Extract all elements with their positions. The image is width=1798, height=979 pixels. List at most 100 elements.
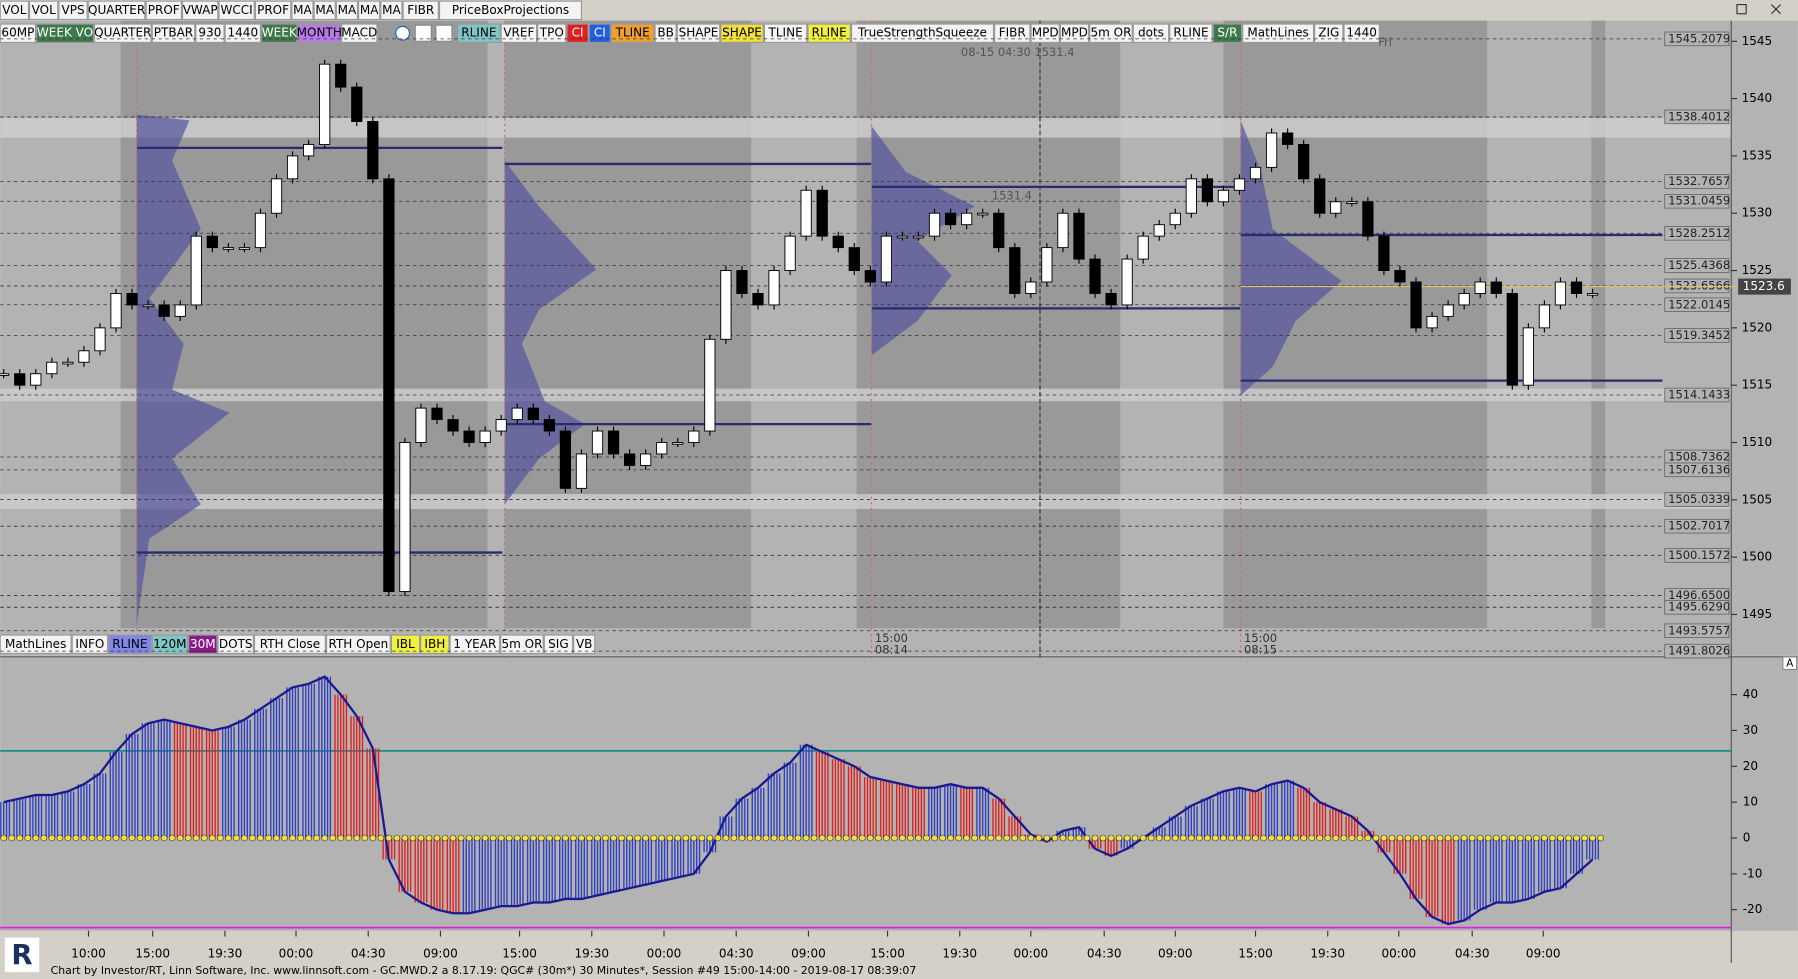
toolbar-button-label[interactable]: MA xyxy=(315,3,334,17)
toolbar-button[interactable] xyxy=(261,23,298,43)
toolbar-button[interactable] xyxy=(93,23,152,43)
toolbar-button-label[interactable]: TLINE xyxy=(615,26,650,40)
toolbar-button[interactable] xyxy=(0,0,30,21)
toolbar-button-label[interactable]: MONTH xyxy=(297,26,342,40)
toolbar-button[interactable] xyxy=(1212,23,1243,43)
toolbar-button-label[interactable]: 1 YEAR xyxy=(453,637,496,651)
toolbar-button-label[interactable]: VOL xyxy=(2,3,26,17)
toolbar-button-label[interactable]: WEEK VO xyxy=(37,26,93,40)
toolbar-button-label[interactable]: RLINE xyxy=(461,26,496,40)
toolbar-button[interactable] xyxy=(457,23,501,43)
toolbar-button[interactable] xyxy=(1343,23,1380,43)
toolbar-button-label[interactable]: VPS xyxy=(61,3,84,17)
toolbar-button-label[interactable]: FIBR xyxy=(999,26,1026,40)
toolbar-button-label[interactable]: MPD xyxy=(1061,26,1088,40)
toolbar-button-label[interactable]: VOL xyxy=(32,3,56,17)
toolbar-button[interactable] xyxy=(87,0,146,21)
toolbar-button[interactable] xyxy=(994,23,1031,43)
toolbar-button-label[interactable]: MA xyxy=(360,3,379,17)
toolbar-button[interactable] xyxy=(1089,23,1133,43)
toolbar-button-label[interactable]: INFO xyxy=(75,637,104,651)
toolbar-button[interactable] xyxy=(217,634,254,655)
pen-icon[interactable] xyxy=(414,24,432,42)
toolbar-button-label[interactable]: MPD xyxy=(1032,26,1059,40)
toolbar-button[interactable] xyxy=(380,0,403,21)
toolbar-button[interactable] xyxy=(1314,23,1344,43)
toolbar-button-label[interactable]: PriceBoxProjections xyxy=(452,3,569,17)
toolbar-icons[interactable] xyxy=(395,24,453,42)
toolbar-button-label[interactable]: 120M xyxy=(153,637,186,651)
toolbar-button-label[interactable]: RLINE xyxy=(112,637,147,651)
toolbar-button-label[interactable]: PTBAR xyxy=(154,26,193,40)
toolbar-button-label[interactable]: 5m OR xyxy=(1090,26,1131,40)
toolbar-button-label[interactable]: 60MP xyxy=(1,26,34,40)
toolbar-button[interactable] xyxy=(500,23,538,43)
toolbar-button-label[interactable]: TrueStrengthSqueeze xyxy=(857,26,987,40)
pencil-icon[interactable] xyxy=(435,24,453,42)
toolbar-button[interactable] xyxy=(253,634,326,655)
toolbar-button-label[interactable]: MathLines xyxy=(5,637,66,651)
toolbar-button[interactable] xyxy=(1242,23,1315,43)
toolbar-button-label[interactable]: FIBR xyxy=(407,3,434,17)
toolbar-button-label[interactable]: 1440 xyxy=(1346,26,1377,40)
toolbar-button-label[interactable]: CI xyxy=(594,26,606,40)
toolbar-button[interactable] xyxy=(654,23,677,43)
toolbar-button[interactable] xyxy=(151,23,196,43)
toolbar-button-label[interactable]: SIG xyxy=(548,637,568,651)
toolbar-button-label[interactable]: RLINE xyxy=(1173,26,1208,40)
toolbar-button[interactable] xyxy=(297,23,342,43)
toolbar-button[interactable] xyxy=(500,634,544,655)
toolbar-button[interactable] xyxy=(71,634,109,655)
toolbar-button-label[interactable]: WCCI xyxy=(221,3,253,17)
toolbar-button-label[interactable]: MathLines xyxy=(1247,26,1308,40)
toolbar-button-label[interactable]: RLINE xyxy=(812,26,847,40)
toolbar-button[interactable] xyxy=(335,0,359,21)
toolbar-button-label[interactable]: dots xyxy=(1138,26,1164,40)
toolbar-button[interactable] xyxy=(1169,23,1213,43)
toolbar-button[interactable] xyxy=(543,634,574,655)
toolbar-button-label[interactable]: TLINE xyxy=(768,26,803,40)
toolbar-button[interactable] xyxy=(145,0,182,21)
toolbar-button-label[interactable]: PROF xyxy=(257,3,289,17)
toolbar-button-label[interactable]: MA xyxy=(382,3,401,17)
toolbar-button[interactable] xyxy=(588,23,611,43)
toolbar-button[interactable] xyxy=(358,0,381,21)
toolbar-button-label[interactable]: WEEK xyxy=(262,26,298,40)
toolbar-button-label[interactable]: BB xyxy=(657,26,674,40)
toolbar-button[interactable] xyxy=(151,634,189,655)
toolbar-button-label[interactable]: IBL xyxy=(396,637,415,651)
toolbar-button[interactable] xyxy=(0,23,37,43)
toolbar-button[interactable] xyxy=(218,0,255,21)
toolbar-button[interactable] xyxy=(254,0,292,21)
toolbar-button[interactable] xyxy=(291,0,314,21)
toolbar-button-label[interactable]: VWAP xyxy=(183,3,218,17)
toolbar-button-label[interactable]: TPO xyxy=(539,26,564,40)
window-controls[interactable] xyxy=(1736,4,1781,15)
toolbar-button[interactable] xyxy=(537,23,567,43)
toolbar-button-label[interactable]: RTH Close xyxy=(260,637,320,651)
toolbar-button-label[interactable]: PROF xyxy=(148,3,180,17)
toolbar-button[interactable] xyxy=(181,0,219,21)
toolbar-button[interactable] xyxy=(29,0,59,21)
toolbar-button-label[interactable]: SHAPE xyxy=(722,26,762,40)
toolbar-button[interactable] xyxy=(390,634,421,655)
toolbar-button[interactable] xyxy=(0,634,72,655)
toolbar-button[interactable] xyxy=(224,23,262,43)
toolbar-button[interactable] xyxy=(438,0,583,21)
restore-button[interactable] xyxy=(1736,4,1747,15)
toolbar-button-label[interactable]: MA xyxy=(293,3,312,17)
toolbar-button[interactable] xyxy=(1030,23,1060,43)
toolbar-button[interactable] xyxy=(807,23,851,43)
toolbar-button-label[interactable]: SHAPE xyxy=(679,26,719,40)
toolbar-button-label[interactable]: DOTS xyxy=(219,637,253,651)
toolbar-button[interactable] xyxy=(610,23,655,43)
toolbar-button[interactable] xyxy=(188,634,218,655)
toolbar-button-label[interactable]: S/R xyxy=(1217,26,1237,40)
toolbar-button[interactable] xyxy=(763,23,808,43)
toolbar-button[interactable] xyxy=(325,634,391,655)
toolbar-button[interactable] xyxy=(195,23,225,43)
toolbar-button[interactable] xyxy=(402,0,439,21)
toolbar-button[interactable] xyxy=(676,23,721,43)
toolbar-button[interactable] xyxy=(36,23,94,43)
toolbar-button[interactable] xyxy=(341,23,378,43)
